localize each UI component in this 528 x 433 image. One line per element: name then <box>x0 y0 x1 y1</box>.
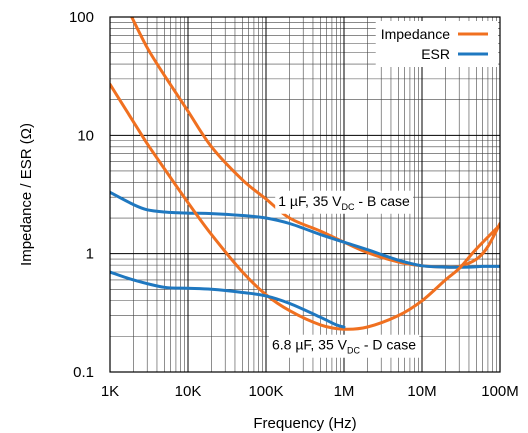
annotation-background <box>275 190 413 214</box>
x-tick-label: 1K <box>101 383 119 400</box>
annotation-background <box>268 334 420 358</box>
x-axis-title: Frequency (Hz) <box>253 415 356 432</box>
y-tick-label: 1 <box>86 246 94 263</box>
esr-curve-d-case <box>110 270 346 329</box>
plot-frame <box>109 16 501 373</box>
x-tick-label: 100M <box>481 383 519 400</box>
annotation-d-case: 6.8 µF, 35 VDC - D case <box>272 337 416 356</box>
legend-label-esr: ESR <box>421 46 450 62</box>
annotation-b-case: 1 µF, 35 VDC - B case <box>278 193 410 212</box>
y-tick-label: 10 <box>77 127 94 144</box>
series-layer <box>110 17 500 331</box>
impedance-curve-d-case <box>110 82 500 331</box>
x-tick-label: 1M <box>334 383 355 400</box>
y-axis-title: Impedance / ESR (Ω) <box>18 123 35 266</box>
annotations: 1 µF, 35 VDC - B case 6.8 µF, 35 VDC - D … <box>268 190 420 358</box>
x-tick-label: 100K <box>248 383 283 400</box>
y-tick-label: 0.1 <box>73 364 94 381</box>
tick-labels: 1K 10K 100K 1M 10M 100M 0.1 1 10 100 <box>69 9 519 400</box>
esr-curve-b-case <box>110 190 500 269</box>
legend-label-impedance: Impedance <box>381 26 450 42</box>
legend: Impedance ESR <box>375 21 498 67</box>
legend-background <box>375 21 498 67</box>
y-tick-label: 100 <box>69 9 94 26</box>
x-tick-label: 10M <box>407 383 436 400</box>
x-tick-label: 10K <box>175 383 202 400</box>
